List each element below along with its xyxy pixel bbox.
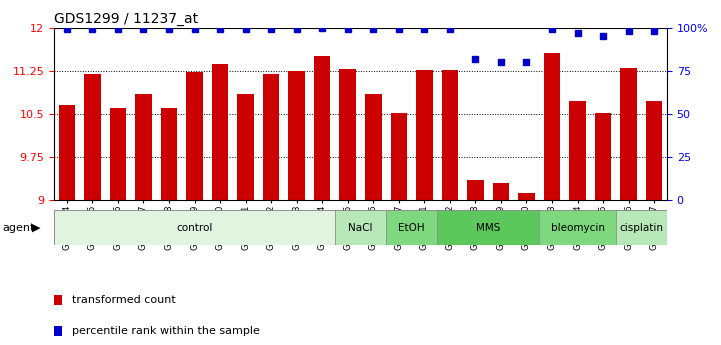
Text: cisplatin: cisplatin — [619, 223, 663, 233]
Bar — [492, 183, 509, 345]
FancyBboxPatch shape — [437, 210, 539, 245]
FancyBboxPatch shape — [54, 210, 335, 245]
Bar — [518, 193, 535, 345]
Bar — [135, 94, 151, 345]
FancyBboxPatch shape — [386, 210, 437, 245]
Bar — [237, 94, 254, 345]
Bar — [544, 53, 560, 345]
FancyBboxPatch shape — [335, 210, 386, 245]
Bar — [595, 113, 611, 345]
Text: percentile rank within the sample: percentile rank within the sample — [72, 326, 260, 336]
Text: transformed count: transformed count — [72, 295, 176, 305]
Bar — [263, 73, 280, 345]
Bar — [416, 70, 433, 345]
Bar — [441, 70, 458, 345]
Bar — [620, 68, 637, 345]
Bar — [314, 56, 330, 345]
Bar — [58, 105, 75, 345]
Bar — [161, 108, 177, 345]
Text: EtOH: EtOH — [398, 223, 425, 233]
Text: NaCl: NaCl — [348, 223, 373, 233]
Text: control: control — [177, 223, 213, 233]
Bar — [186, 72, 203, 345]
Bar — [84, 73, 101, 345]
FancyBboxPatch shape — [616, 210, 667, 245]
Text: agent: agent — [2, 223, 35, 233]
Bar — [391, 113, 407, 345]
Bar — [288, 71, 305, 345]
Bar — [570, 101, 586, 345]
Text: ▶: ▶ — [32, 223, 41, 233]
FancyBboxPatch shape — [539, 210, 616, 245]
Text: MMS: MMS — [476, 223, 500, 233]
Bar — [340, 69, 356, 345]
Text: bleomycin: bleomycin — [551, 223, 604, 233]
Bar — [212, 64, 229, 345]
Bar — [110, 108, 126, 345]
Text: GDS1299 / 11237_at: GDS1299 / 11237_at — [54, 12, 198, 26]
Bar — [365, 94, 381, 345]
Bar — [467, 180, 484, 345]
Bar — [646, 101, 663, 345]
